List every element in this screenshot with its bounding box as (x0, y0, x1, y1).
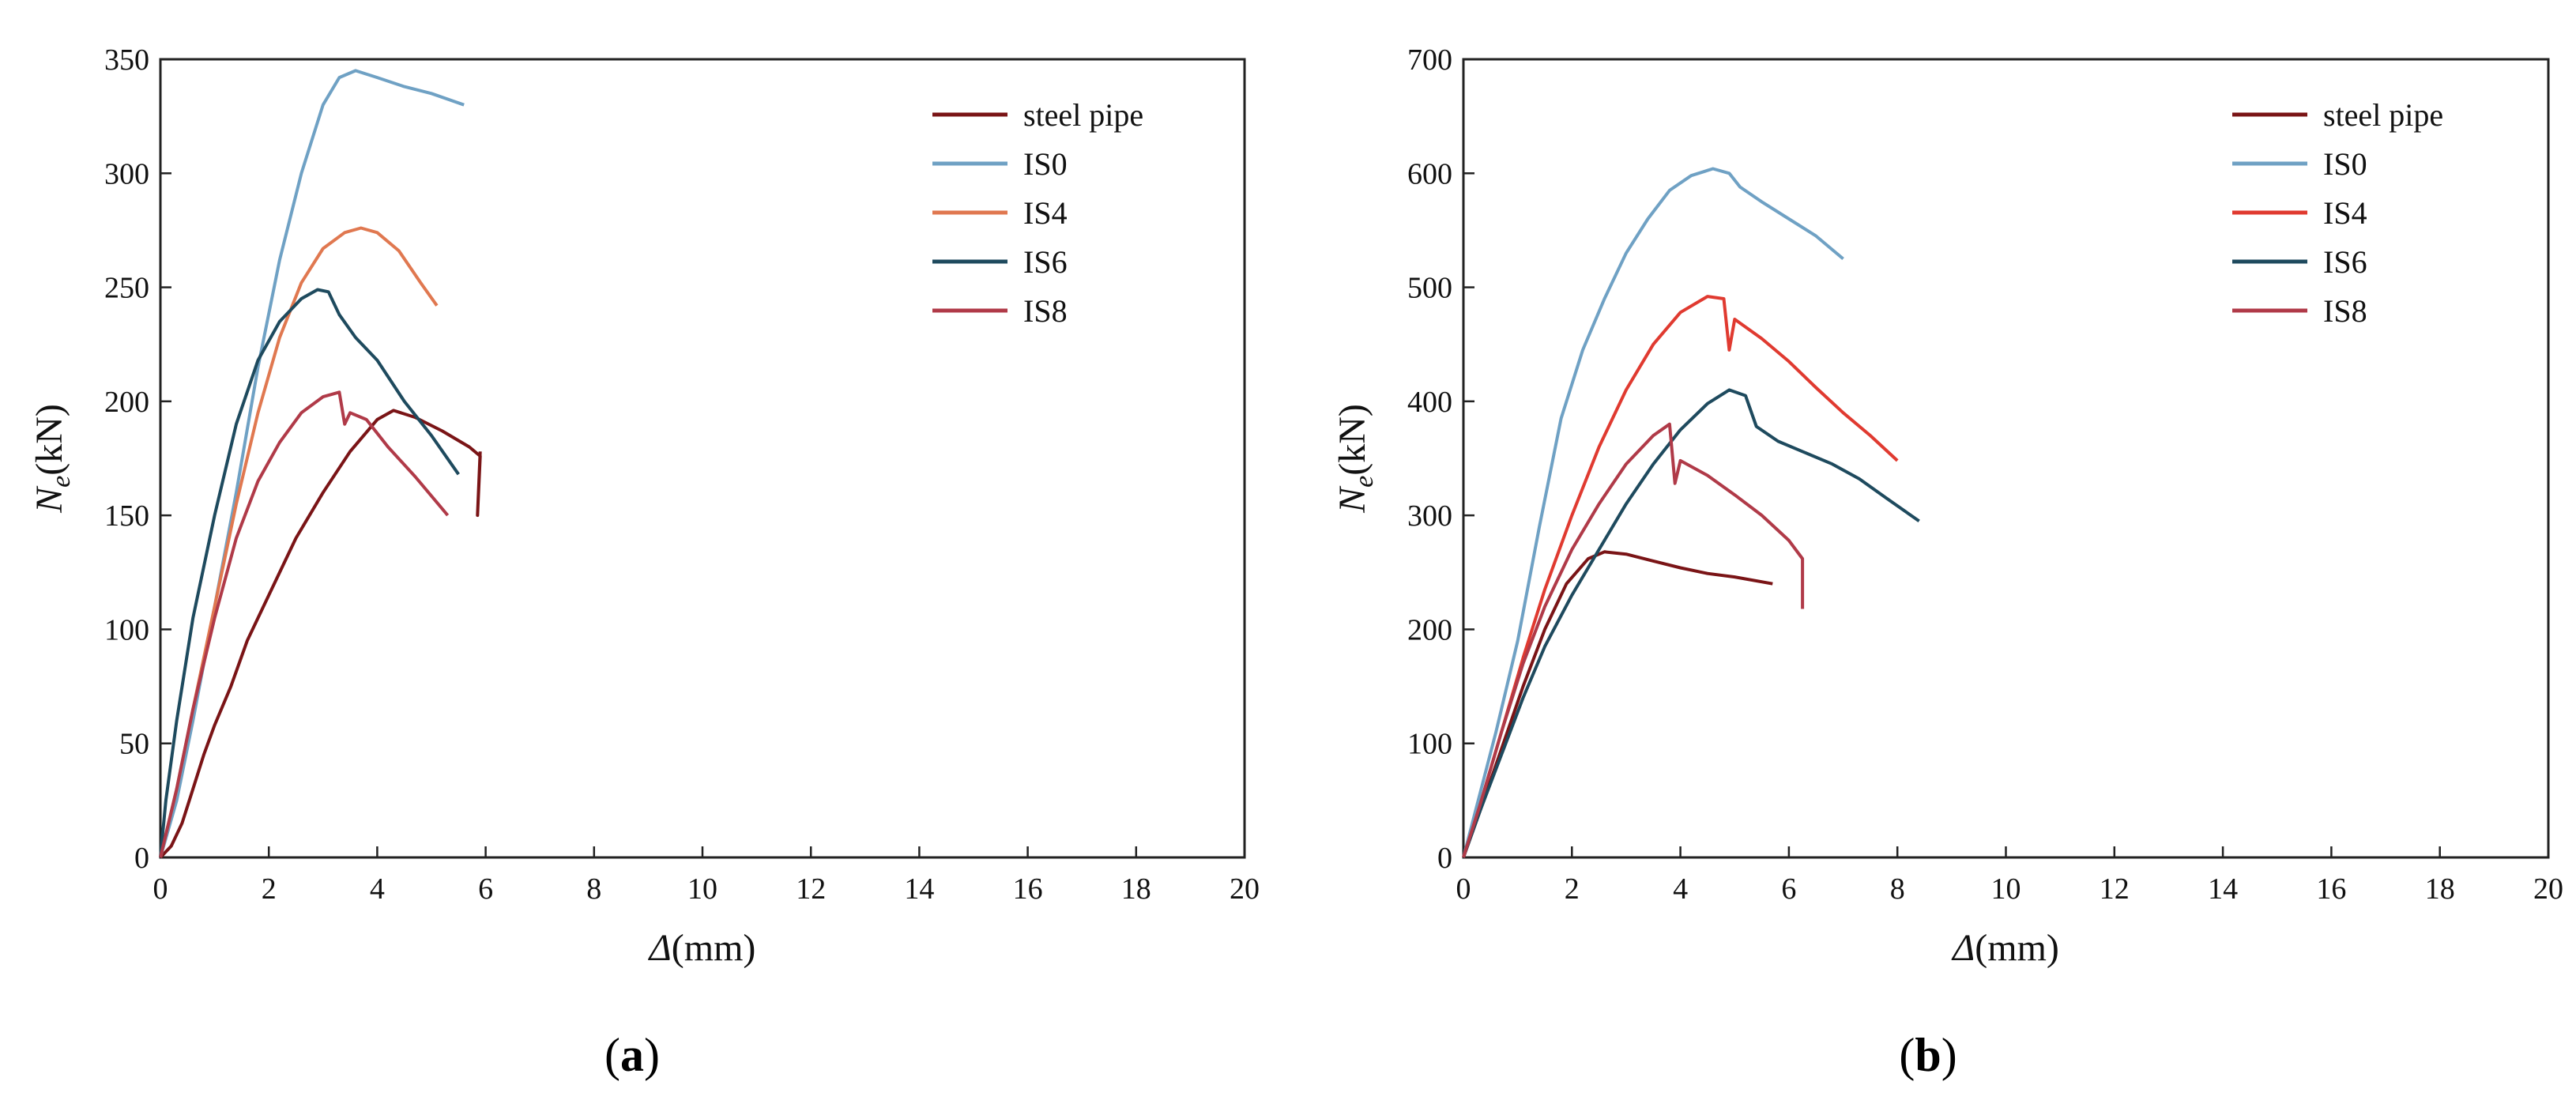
y-tick-label: 200 (1407, 613, 1452, 646)
legend-label: steel pipe (1023, 97, 1143, 133)
y-tick-label: 50 (119, 728, 149, 761)
x-tick-label: 0 (1456, 872, 1471, 906)
x-tick-label: 4 (370, 872, 385, 906)
y-tick-label: 0 (134, 842, 149, 875)
series-line-is8 (1462, 422, 1805, 858)
series-line-is0 (1462, 167, 1844, 858)
series-group-a (159, 69, 482, 859)
x-tick-label: 14 (2208, 872, 2238, 906)
series-line-is6 (159, 288, 460, 858)
series-line-steel-pipe (159, 409, 482, 859)
legend-b: steel pipe IS0 IS4 IS6 IS8 (2232, 97, 2443, 329)
legend-label: IS0 (1023, 146, 1068, 182)
x-tick-label: 8 (1890, 872, 1905, 906)
x-axis-label-a: Δ(mm) (648, 927, 756, 969)
y-tick-label: 400 (1407, 386, 1452, 419)
x-tick-label: 6 (1781, 872, 1796, 906)
y-axis-label-b: Ne(kN) (1331, 404, 1379, 514)
x-axis-label-b: Δ(mm) (1951, 927, 2059, 969)
y-tick-label: 100 (1407, 728, 1452, 761)
y-tick-label: 700 (1407, 43, 1452, 77)
series-group-b (1462, 167, 1920, 858)
x-tick-label: 18 (1121, 872, 1151, 906)
legend-label: IS0 (2323, 146, 2367, 182)
x-tick-label: 0 (153, 872, 168, 906)
x-axis-ticks-b: 0 2 4 6 8 10 12 14 16 18 20 (1456, 846, 2563, 906)
x-tick-label: 18 (2425, 872, 2455, 906)
legend-label: IS8 (2323, 293, 2367, 329)
x-tick-label: 6 (478, 872, 493, 906)
x-tick-label: 4 (1673, 872, 1688, 906)
series-line-is4 (1462, 295, 1899, 858)
x-tick-label: 10 (1991, 872, 2021, 906)
x-tick-label: 12 (2100, 872, 2130, 906)
y-axis-ticks-a: 0 50 100 150 200 250 300 350 (104, 43, 171, 875)
y-axis-label-a: Ne(kN) (28, 404, 76, 514)
x-axis-ticks-a: 0 2 4 6 8 10 12 14 16 18 20 (153, 846, 1260, 906)
legend-label: IS8 (1023, 293, 1068, 329)
series-line-is6 (1462, 388, 1920, 858)
legend-label: steel pipe (2323, 97, 2443, 133)
panel-caption-a: (a) (604, 1029, 660, 1081)
legend-label: IS6 (1023, 244, 1068, 280)
x-tick-label: 12 (796, 872, 826, 906)
y-tick-label: 0 (1437, 842, 1452, 875)
x-tick-label: 2 (262, 872, 277, 906)
x-tick-label: 10 (687, 872, 717, 906)
series-line-is8 (159, 390, 450, 858)
y-tick-label: 150 (104, 499, 149, 533)
panel-caption-b: (b) (1899, 1029, 1956, 1081)
x-tick-label: 20 (2533, 872, 2563, 906)
legend-label: IS4 (1023, 195, 1068, 231)
y-tick-label: 300 (1407, 499, 1452, 533)
x-tick-label: 16 (1013, 872, 1043, 906)
y-tick-label: 600 (1407, 157, 1452, 190)
y-axis-ticks-b: 0 100 200 300 400 500 600 700 (1407, 43, 1474, 875)
y-tick-label: 300 (104, 157, 149, 190)
y-tick-label: 100 (104, 613, 149, 646)
y-tick-label: 250 (104, 272, 149, 305)
x-tick-label: 8 (586, 872, 601, 906)
y-tick-label: 500 (1407, 272, 1452, 305)
legend-label: IS4 (2323, 195, 2367, 231)
x-tick-label: 16 (2316, 872, 2346, 906)
y-tick-label: 200 (104, 386, 149, 419)
y-tick-label: 350 (104, 43, 149, 77)
chart-panel-b: 0 100 200 300 400 500 600 700 0 2 4 6 8 10 12 14 16 18 20… (1331, 43, 2563, 1081)
legend-a: steel pipe IS0 IS4 IS6 IS8 (932, 97, 1143, 329)
legend-label: IS6 (2323, 244, 2367, 280)
x-tick-label: 20 (1230, 872, 1260, 906)
x-tick-label: 2 (1565, 872, 1580, 906)
x-tick-label: 14 (904, 872, 934, 906)
